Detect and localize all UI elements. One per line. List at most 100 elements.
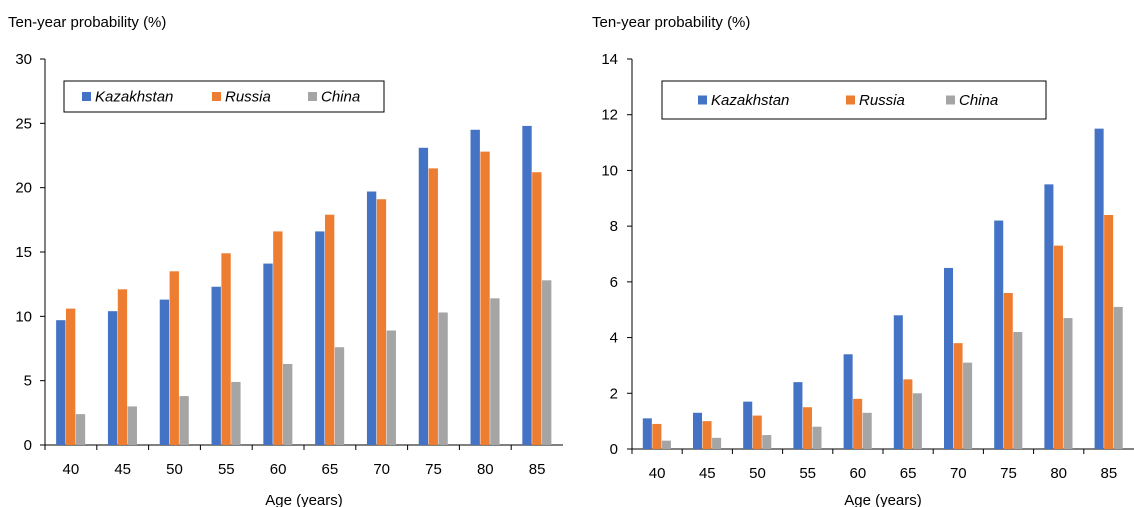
bar-china-60 bbox=[862, 412, 872, 449]
legend-label-kazakhstan: Kazakhstan bbox=[95, 89, 173, 106]
x-axis-title: Age (years) bbox=[265, 492, 343, 507]
bar-kazakhstan-85 bbox=[522, 125, 532, 445]
y-tick-label: 15 bbox=[15, 244, 32, 261]
y-tick-label: 12 bbox=[601, 107, 618, 124]
bar-kazakhstan-55 bbox=[211, 286, 221, 445]
bar-russia-40 bbox=[652, 423, 662, 449]
y-tick-label: 25 bbox=[15, 115, 32, 132]
legend-label-russia: Russia bbox=[859, 92, 905, 109]
x-tick-label: 60 bbox=[850, 465, 867, 482]
legend-label-china: China bbox=[321, 89, 360, 106]
legend-swatch-russia bbox=[846, 95, 855, 105]
bar-kazakhstan-80 bbox=[1044, 184, 1054, 449]
y-tick-label: 4 bbox=[610, 330, 618, 347]
x-tick-label: 70 bbox=[950, 465, 967, 482]
y-axis-title: Ten-year probability (%) bbox=[592, 14, 750, 31]
bar-kazakhstan-50 bbox=[159, 299, 170, 445]
bar-kazakhstan-40 bbox=[56, 320, 66, 445]
x-tick-label: 40 bbox=[63, 461, 80, 478]
y-tick-label: 2 bbox=[610, 385, 618, 402]
bar-china-45 bbox=[127, 406, 137, 445]
bar-russia-40 bbox=[65, 308, 76, 445]
legend-swatch-russia bbox=[212, 92, 221, 101]
bar-kazakhstan-55 bbox=[793, 382, 803, 449]
bar-kazakhstan-45 bbox=[692, 412, 703, 449]
bar-china-40 bbox=[661, 440, 671, 449]
bar-china-85 bbox=[542, 280, 552, 445]
bar-china-85 bbox=[1113, 306, 1123, 449]
y-tick-label: 10 bbox=[15, 308, 32, 325]
x-tick-label: 65 bbox=[900, 465, 917, 482]
legend: Kazakhstan Russia China bbox=[661, 80, 1047, 120]
legend-label-china: China bbox=[959, 92, 998, 109]
bar-china-65 bbox=[334, 347, 345, 445]
bar-china-50 bbox=[762, 435, 772, 449]
x-tick-label: 75 bbox=[425, 461, 442, 478]
bar-china-80 bbox=[1063, 318, 1073, 449]
bar-kazakhstan-85 bbox=[1094, 128, 1104, 449]
x-tick-label: 65 bbox=[322, 461, 339, 478]
bar-russia-80 bbox=[480, 151, 490, 445]
x-axis-title: Age (years) bbox=[844, 492, 922, 507]
x-tick-label: 70 bbox=[373, 461, 390, 478]
bar-china-55 bbox=[231, 381, 241, 445]
bar-russia-80 bbox=[1053, 245, 1063, 449]
y-tick-label: 8 bbox=[610, 218, 618, 235]
bar-kazakhstan-45 bbox=[107, 311, 118, 445]
bar-kazakhstan-75 bbox=[994, 220, 1004, 449]
bar-kazakhstan-65 bbox=[315, 231, 325, 445]
bar-china-70 bbox=[963, 362, 973, 449]
y-tick-label: 0 bbox=[610, 441, 618, 458]
bar-russia-60 bbox=[273, 231, 283, 445]
legend-box bbox=[63, 80, 385, 113]
x-tick-label: 80 bbox=[477, 461, 494, 478]
y-tick-label: 30 bbox=[15, 51, 32, 68]
bar-russia-70 bbox=[953, 343, 963, 449]
legend-swatch-kazakhstan bbox=[82, 92, 91, 101]
bar-china-40 bbox=[75, 414, 86, 445]
bar-china-75 bbox=[1013, 332, 1023, 449]
bar-russia-55 bbox=[802, 407, 812, 449]
bar-kazakhstan-70 bbox=[943, 267, 954, 449]
bar-china-75 bbox=[438, 312, 448, 445]
x-tick-label: 60 bbox=[270, 461, 287, 478]
x-tick-label: 85 bbox=[529, 461, 546, 478]
x-tick-label: 85 bbox=[1101, 465, 1118, 482]
x-tick-label: 75 bbox=[1000, 465, 1017, 482]
x-tick-label: 45 bbox=[699, 465, 716, 482]
x-tick-label: 55 bbox=[218, 461, 235, 478]
x-tick-label: 45 bbox=[114, 461, 131, 478]
y-axis-title: Ten-year probability (%) bbox=[8, 14, 166, 31]
bar-kazakhstan-40 bbox=[642, 418, 652, 449]
bar-china-70 bbox=[386, 330, 396, 445]
bar-china-50 bbox=[179, 396, 189, 445]
x-tick-label: 80 bbox=[1050, 465, 1067, 482]
legend-label-kazakhstan: Kazakhstan bbox=[711, 92, 789, 109]
bar-russia-50 bbox=[169, 271, 179, 445]
legend-label-russia: Russia bbox=[225, 89, 271, 106]
y-tick-label: 6 bbox=[610, 274, 618, 291]
y-tick-label: 10 bbox=[601, 162, 618, 179]
bar-china-55 bbox=[812, 426, 822, 449]
chart-panel-1: Ten-year probability (%) 0 5 10 15 20 25 30 40 45… bbox=[8, 14, 563, 507]
bar-china-65 bbox=[912, 393, 922, 449]
bar-china-45 bbox=[712, 437, 722, 449]
bar-kazakhstan-75 bbox=[418, 147, 429, 445]
y-tick-label: 5 bbox=[24, 373, 32, 390]
bar-kazakhstan-80 bbox=[470, 129, 480, 445]
bar-russia-45 bbox=[702, 421, 712, 449]
x-tick-label: 50 bbox=[166, 461, 183, 478]
bar-russia-65 bbox=[903, 379, 913, 449]
x-tick-label: 40 bbox=[649, 465, 666, 482]
bar-russia-55 bbox=[221, 253, 231, 445]
bar-kazakhstan-50 bbox=[743, 401, 753, 449]
bar-russia-60 bbox=[853, 398, 863, 449]
bar-russia-85 bbox=[1104, 215, 1114, 449]
bar-kazakhstan-60 bbox=[843, 354, 853, 449]
bar-russia-45 bbox=[117, 289, 128, 445]
legend-swatch-kazakhstan bbox=[698, 95, 707, 105]
legend-swatch-china bbox=[308, 92, 317, 101]
bar-kazakhstan-70 bbox=[366, 191, 377, 445]
x-tick-label: 55 bbox=[799, 465, 816, 482]
